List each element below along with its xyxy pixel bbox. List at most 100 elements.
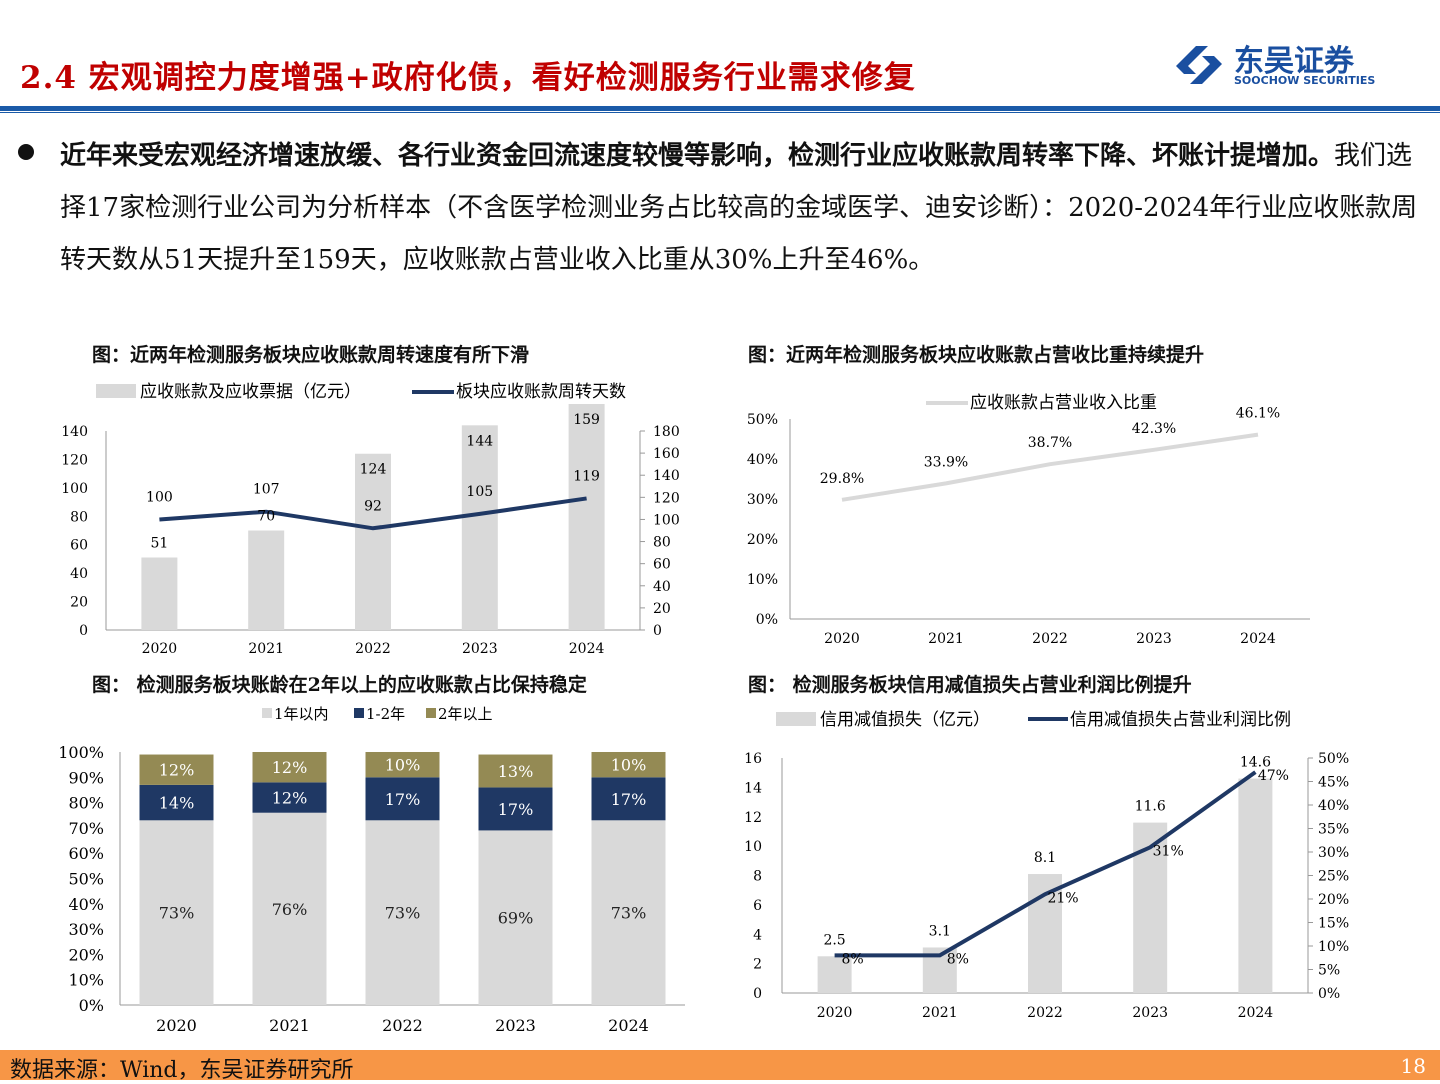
y-tick-right: 15% (1318, 916, 1349, 932)
x-tick-label: 2024 (569, 641, 605, 657)
y-tick-label: 30% (68, 920, 104, 939)
stacked-bar-segment (591, 820, 666, 1005)
stacked-bar-segment (591, 777, 666, 821)
y-tick-right: 120 (653, 490, 680, 506)
legend-label: 2年以上 (438, 705, 493, 723)
series-line (159, 496, 587, 531)
segment-data-label: 73% (159, 904, 195, 923)
y-tick-left: 6 (753, 898, 762, 914)
y-tick-label: 60% (68, 844, 104, 863)
chart1-title: 图：近两年检测服务板块应收账款周转速度有所下滑 (92, 344, 530, 366)
x-tick-label: 2020 (156, 1016, 197, 1035)
line-data-label: 107 (253, 482, 280, 498)
line-data-label: 38.7% (1028, 435, 1072, 451)
segment-data-label: 13% (498, 762, 534, 781)
chart2-title: 图：近两年检测服务板块应收账款占营收比重持续提升 (748, 344, 1205, 366)
line-data-label: 42.3% (1132, 421, 1176, 437)
receivables-ratio-chart: 应收账款占营业收入比重 0% 10% 20% 30% 40% 50% 2020 2021 2022… (747, 393, 1310, 647)
y-tick-right: 25% (1318, 869, 1349, 885)
x-tick-label: 2023 (462, 641, 498, 657)
y-tick-left: 12 (744, 810, 762, 826)
y-tick-left: 80 (70, 509, 88, 525)
stacked-bar-segment (591, 752, 666, 778)
y-tick-right: 0 (653, 623, 662, 639)
bullet-icon (18, 144, 34, 160)
stacked-bar-segment (252, 752, 327, 783)
y-tick-right: 45% (1318, 775, 1349, 791)
y-tick-right: 20% (1318, 892, 1349, 908)
line-data-label: 33.9% (924, 454, 968, 470)
x-tick-label: 2021 (248, 641, 284, 657)
segment-data-label: 73% (385, 904, 421, 923)
legend-label-bar: 应收账款及应收票据（亿元） (140, 382, 361, 402)
legend-label: 1-2年 (366, 705, 405, 723)
legend-label-line: 信用减值损失占营业利润比例 (1070, 710, 1291, 730)
y-tick-left: 2 (753, 957, 762, 973)
x-tick-label: 2022 (355, 641, 391, 657)
y-tick-left: 40 (70, 566, 88, 582)
brand-logo: 东吴证券 SOOCHOW SECURITIES (1170, 40, 1390, 92)
y-tick-label: 20% (747, 532, 778, 548)
x-tick-label: 2021 (928, 631, 964, 647)
stacked-bar-segment (365, 777, 440, 821)
segment-data-label: 12% (159, 761, 195, 780)
legend-label-bar: 信用减值损失（亿元） (820, 710, 990, 730)
y-tick-right: 140 (653, 468, 680, 484)
stacked-bar-segment (139, 820, 214, 1005)
summary-normal: 我们选择17家检测行业公司为分析样本（不含医学检测业务占比较高的金域医学、迪安诊… (60, 141, 1418, 275)
line-data-label: 8% (841, 951, 863, 967)
line-data-label: 47% (1258, 768, 1289, 784)
bar-data-label: 2.5 (823, 932, 845, 948)
bar (141, 557, 178, 630)
bar (461, 425, 498, 630)
y-tick-label: 90% (68, 768, 104, 787)
chart3-title: 图： 检测服务板块账龄在2年以上的应收账款占比保持稳定 (92, 674, 587, 696)
y-tick-left: 8 (753, 869, 762, 885)
receivables-turnover-chart: 应收账款及应收票据（亿元） 板块应收账款周转天数 0 20 40 60 80 100 120 14… (61, 382, 680, 657)
x-tick-label: 2023 (1132, 1005, 1168, 1021)
bar (817, 956, 852, 993)
legend-swatch-bar (96, 384, 136, 398)
bar-data-label: 51 (150, 536, 168, 552)
y-tick-right: 180 (653, 424, 680, 440)
x-tick-label: 2020 (817, 1005, 853, 1021)
y-tick-label: 40% (747, 452, 778, 468)
stacked-bar-segment (365, 820, 440, 1005)
x-tick-label: 2022 (1032, 631, 1068, 647)
series-line (841, 432, 1259, 502)
page-number: 18 (1400, 1054, 1426, 1078)
footer-bar (0, 1050, 1440, 1080)
logo-text-cn: 东吴证券 (1234, 44, 1354, 79)
y-tick-right: 100 (653, 512, 680, 528)
stacked-bar-segment (478, 754, 553, 788)
y-tick-left: 140 (61, 424, 88, 440)
y-tick-right: 5% (1318, 963, 1340, 979)
bar-data-label: 144 (466, 433, 493, 449)
y-tick-right: 60 (653, 557, 671, 573)
line-data-label: 100 (146, 489, 173, 505)
stacked-bar-segment (252, 812, 327, 1005)
segment-data-label: 69% (498, 909, 534, 928)
header-divider-thin (0, 112, 1440, 113)
x-tick-label: 2024 (1240, 631, 1276, 647)
y-tick-label: 50% (68, 870, 104, 889)
x-tick-label: 2024 (608, 1016, 649, 1035)
legend-swatch-bar (776, 712, 816, 726)
bar-data-label: 70 (257, 509, 275, 525)
bar-data-label: 124 (360, 462, 387, 478)
segment-data-label: 14% (159, 794, 195, 813)
bar-data-label: 11.6 (1135, 799, 1166, 815)
header-divider (0, 106, 1440, 111)
y-tick-left: 0 (79, 623, 88, 639)
page-title: 2.4 宏观调控力度增强+政府化债，看好检测服务行业需求修复 (20, 60, 916, 96)
legend-label: 1年以内 (274, 705, 329, 723)
y-tick-left: 14 (744, 780, 762, 796)
summary-bold: 近年来受宏观经济增速放缓、各行业资金回流速度较慢等影响，检测行业应收账款周转率下… (60, 141, 1335, 171)
stacked-bar-segment (139, 784, 214, 821)
legend-swatch (262, 708, 272, 718)
line-data-label: 119 (573, 468, 600, 484)
x-tick-label: 2022 (1027, 1005, 1063, 1021)
line-data-label: 29.8% (820, 471, 864, 487)
y-tick-right: 20 (653, 601, 671, 617)
y-tick-right: 10% (1318, 939, 1349, 955)
